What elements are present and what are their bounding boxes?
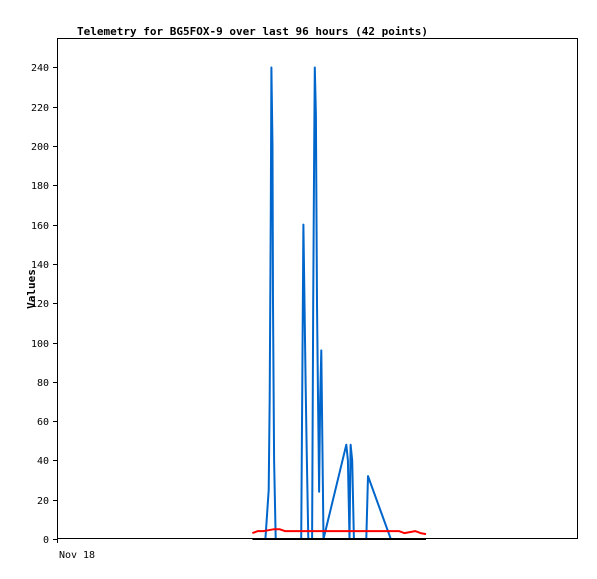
- chart-title: Telemetry for BG5FOX-9 over last 96 hour…: [77, 25, 428, 38]
- y-tick-label: 120: [31, 299, 49, 310]
- series-layer: [252, 66, 427, 540]
- y-tick-label: 60: [37, 417, 49, 428]
- y-tick-label: 80: [37, 378, 49, 389]
- y-tick-label: 100: [31, 339, 49, 350]
- y-tick-label: 160: [31, 221, 49, 232]
- y-tick-label: 180: [31, 181, 49, 192]
- x-tick-label: Nov 18: [59, 550, 95, 561]
- y-axis: 0 20 40 60 80 100 120 140 160 180 200 220 240: [31, 63, 57, 546]
- y-tick-label: 200: [31, 142, 49, 153]
- series-line: [252, 528, 427, 536]
- y-tick-label: 240: [31, 63, 49, 74]
- x-axis: Nov 18: [57, 539, 95, 561]
- y-tick-label: 220: [31, 103, 49, 114]
- y-axis-title: Values: [25, 269, 38, 309]
- y-tick-label: 40: [37, 456, 49, 467]
- series-line: [264, 66, 392, 540]
- y-tick-label: 20: [37, 496, 49, 507]
- y-tick-label: 0: [43, 535, 49, 546]
- y-tick-label: 140: [31, 260, 49, 271]
